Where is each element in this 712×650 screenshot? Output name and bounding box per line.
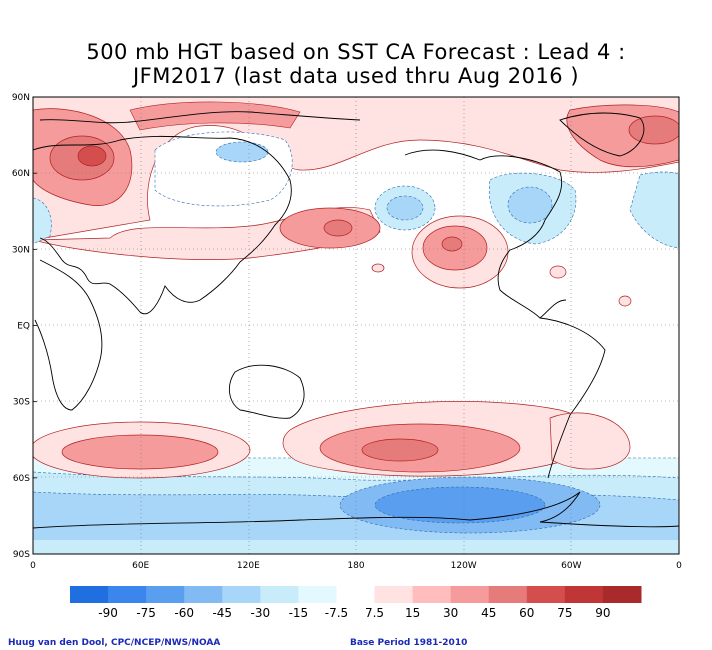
colorbar-swatch <box>526 586 566 603</box>
lat-tick-label: 90N <box>12 93 30 103</box>
anomaly-neg-polar <box>33 540 679 554</box>
anomaly-pos-arctic-2 <box>129 101 301 131</box>
anomaly-pos-s-indian-2 <box>61 434 219 470</box>
anomaly-pos-s-atlantic <box>549 412 631 470</box>
anomaly-pos-greenland-2 <box>628 115 679 145</box>
colorbar-label: -30 <box>251 606 271 620</box>
anomaly-neg-n-pacific-2 <box>386 195 424 221</box>
lon-tick-label: 0 <box>676 561 682 571</box>
lat-tick-label: 60N <box>12 169 30 179</box>
colorbar-label: 7.5 <box>365 606 384 620</box>
lat-tick-label: 90S <box>13 550 30 560</box>
lon-tick-label: 180 <box>347 561 364 571</box>
anomaly-pos-siberia-3 <box>77 145 107 167</box>
lon-tick-label: 0 <box>30 561 36 571</box>
coast-greenland <box>559 112 645 157</box>
lat-tick-label: 60S <box>13 474 30 484</box>
credit-base-period: Base Period 1981-2010 <box>350 638 468 648</box>
colorbar-label: 45 <box>481 606 496 620</box>
colorbar-swatch <box>488 586 528 603</box>
colorbar-swatch <box>564 586 604 603</box>
coast-africa <box>34 259 103 411</box>
colorbar-label: -90 <box>98 606 118 620</box>
colorbar-swatch <box>450 586 490 603</box>
coast-antarctica <box>33 491 679 529</box>
anomaly-pos-s-pacific-3 <box>361 438 439 462</box>
colorbar-swatch <box>602 586 642 603</box>
lat-tick-label: 30S <box>13 398 30 408</box>
colorbar-label: 75 <box>557 606 572 620</box>
anomaly-neg-europe <box>33 197 52 245</box>
colorbar-label: -45 <box>212 606 232 620</box>
anomaly-pos-nw-pacific-2 <box>323 219 353 237</box>
colorbar-swatch <box>146 586 185 603</box>
colorbar-swatch <box>184 586 223 603</box>
lon-tick-label: 120E <box>237 561 260 571</box>
anomaly-neg-n-america-2 <box>507 186 553 224</box>
colorbar-swatch <box>222 586 261 603</box>
anomaly-pos-arctic-1 <box>33 97 679 241</box>
anomaly-pos-spot-3 <box>371 263 385 273</box>
colorbar-swatch <box>298 586 337 603</box>
anomaly-pos-ne-pacific-3 <box>441 236 463 252</box>
lat-tick-label: 30N <box>12 245 30 255</box>
map-field <box>33 97 679 554</box>
colorbar-swatch <box>108 586 147 603</box>
lon-tick-label: 120W <box>451 561 477 571</box>
anomaly-neg-asia-1 <box>154 131 293 207</box>
coastlines <box>33 111 679 529</box>
colorbar-label: -15 <box>289 606 309 620</box>
map-title-line-2: JFM2017 (last data used thru Aug 2016 ) <box>132 64 580 88</box>
coast-australia <box>229 364 305 419</box>
colorbar-label: -75 <box>136 606 156 620</box>
coast-south-america <box>539 317 606 479</box>
coast-arctic <box>39 111 361 124</box>
lon-tick-label: 60W <box>561 561 581 571</box>
colorbar-swatch <box>412 586 452 603</box>
coast-eurasia <box>33 135 292 315</box>
colorbar-swatch <box>374 586 414 603</box>
anomaly-pos-spot-2 <box>618 295 632 307</box>
colorbar-swatch <box>336 586 376 603</box>
colorbar-swatch <box>260 586 299 603</box>
map-title-line-1: 500 mb HGT based on SST CA Forecast : Le… <box>86 40 626 64</box>
anomaly-pos-spot-1 <box>549 265 567 279</box>
colorbar: -90 -75 -60 -45 -30 -15 -7.5 7.5 15 30 45 60 75 90 <box>70 586 642 620</box>
colorbar-label: -60 <box>174 606 194 620</box>
colorbar-swatch <box>70 586 109 603</box>
anomaly-neg-core-2 <box>374 486 546 524</box>
grid-lines <box>33 97 679 554</box>
lat-tick-label: EQ <box>17 322 30 332</box>
colorbar-label: 60 <box>519 606 534 620</box>
lon-tick-label: 60E <box>132 561 149 571</box>
anomaly-neg-asia-2 <box>215 141 269 163</box>
colorbar-label: -7.5 <box>325 606 348 620</box>
colorbar-label: 15 <box>405 606 420 620</box>
colorbar-label: 30 <box>443 606 458 620</box>
credit-author: Huug van den Dool, CPC/NCEP/NWS/NOAA <box>8 638 221 648</box>
colorbar-label: 90 <box>595 606 610 620</box>
coast-north-america <box>404 149 567 319</box>
